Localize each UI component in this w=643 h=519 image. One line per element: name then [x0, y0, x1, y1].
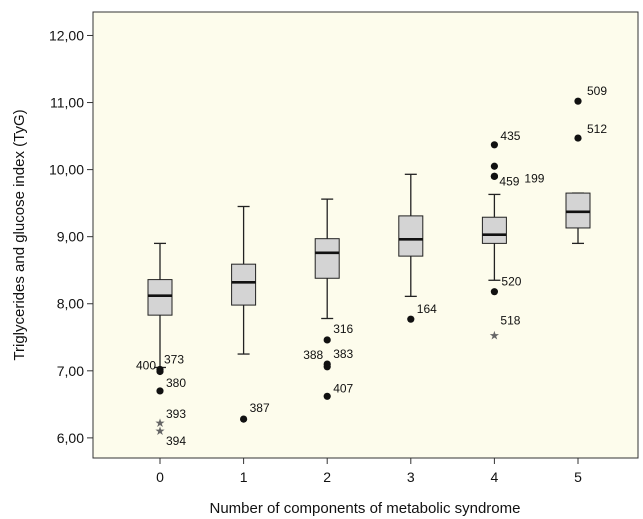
outlier-marker: [323, 392, 331, 400]
outlier-label: 400: [136, 358, 156, 372]
y-axis: 6,00 7,00 8,00 9,00 10,00 11,00 12,00: [49, 27, 93, 446]
x-tick-label: 4: [491, 469, 499, 485]
outlier-marker: [240, 415, 248, 423]
outlier-label: 387: [250, 401, 270, 415]
outlier-label: 509: [587, 84, 607, 98]
y-tick-label: 11,00: [50, 95, 84, 111]
outlier-marker: [323, 363, 331, 371]
y-tick-label: 9,00: [57, 229, 84, 245]
outlier-label: 435: [500, 129, 520, 143]
box-iqr: [231, 263, 257, 306]
y-tick-label: 8,00: [57, 296, 84, 312]
outlier-label: 518: [500, 313, 520, 327]
outlier-label: 407: [333, 381, 353, 395]
x-tick-label: 0: [156, 469, 164, 485]
box-3: [398, 173, 424, 298]
x-tick-label: 5: [574, 469, 582, 485]
box-1: [231, 205, 257, 355]
outlier-series: 373400380★393★39438731638338840716443545…: [136, 84, 607, 448]
outlier-label: 316: [333, 322, 353, 336]
outlier-marker: [156, 367, 164, 376]
extreme-marker: ★: [489, 328, 500, 342]
x-tick-label: 1: [240, 469, 248, 485]
y-tick-label: 12,00: [49, 27, 84, 43]
box-5: [565, 192, 591, 245]
box-iqr: [147, 279, 173, 316]
x-tick-label: 2: [323, 469, 331, 485]
outlier-marker: [574, 134, 582, 142]
box-iqr: [481, 216, 507, 244]
x-axis-title: Number of components of metabolic syndro…: [210, 500, 521, 517]
x-axis: 0 1 2 3 4 5: [156, 458, 582, 485]
outlier-label: 512: [587, 122, 607, 136]
outlier-label: 459: [499, 174, 519, 188]
y-tick-label: 7,00: [57, 363, 84, 379]
box-iqr: [314, 238, 340, 279]
outlier-label: 394: [166, 434, 186, 448]
outlier-marker: [323, 336, 331, 344]
outlier-label: 199: [524, 171, 544, 185]
box-0: [147, 242, 173, 369]
outlier-label: 380: [166, 376, 186, 390]
x-tick-label: 3: [407, 469, 415, 485]
outlier-label: 388: [303, 348, 323, 362]
box-4: [481, 193, 507, 281]
outlier-marker: [490, 172, 498, 180]
box-iqr: [565, 192, 591, 229]
outlier-label: 164: [417, 302, 437, 316]
outlier-marker: [574, 97, 582, 105]
y-tick-label: 10,00: [49, 162, 84, 178]
box-2: [314, 198, 340, 320]
outlier-marker: [490, 141, 498, 149]
y-axis-title: Triglycerides and glucose index (TyG): [11, 109, 28, 360]
outlier-marker: [490, 162, 498, 170]
outlier-label: 393: [166, 407, 186, 421]
box-series: [147, 173, 591, 369]
outlier-label: 520: [501, 275, 521, 289]
outlier-marker: [156, 387, 164, 395]
extreme-marker: ★: [155, 416, 166, 430]
extreme-marker: ★: [155, 424, 166, 438]
outlier-marker: [407, 315, 415, 323]
plot-area: [92, 11, 639, 459]
outlier-label: 383: [333, 347, 353, 361]
y-tick-label: 6,00: [57, 430, 84, 446]
box-iqr: [398, 215, 424, 257]
outlier-label: 373: [164, 352, 184, 366]
outlier-marker: [490, 288, 498, 296]
